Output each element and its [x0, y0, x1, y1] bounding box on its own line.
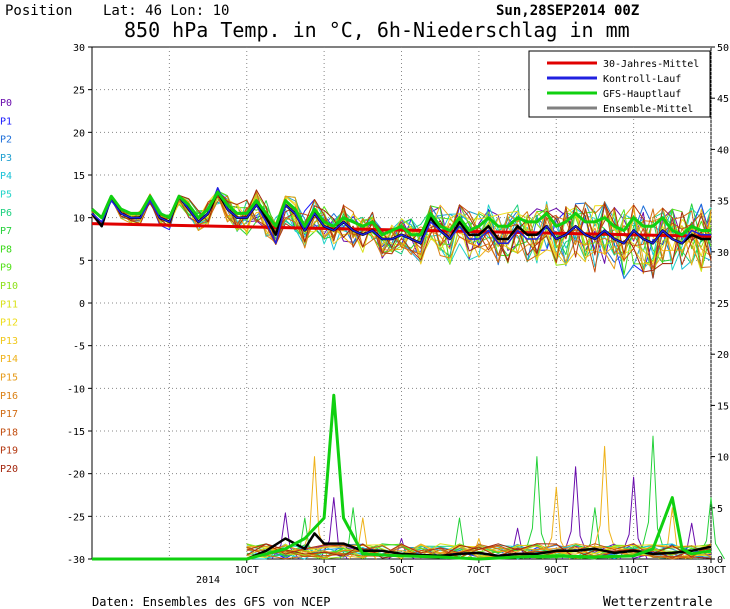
member-label: P9	[0, 263, 12, 274]
y-tick-label-right: 35	[717, 197, 729, 208]
y-tick-label-left: -20	[67, 470, 85, 481]
y-tick-label-right: 40	[717, 145, 729, 156]
member-label: P1	[0, 116, 12, 127]
y-tick-label-left: -5	[73, 342, 85, 353]
legend-label: GFS-Hauptlauf	[603, 89, 681, 100]
y-tick-label-right: 30	[717, 248, 729, 259]
x-tick-label: 9OCT	[544, 565, 568, 576]
x-tick-label: 3OCT	[312, 565, 336, 576]
member-label: P16	[0, 391, 18, 402]
member-label: P20	[0, 464, 18, 475]
precip-member-spike	[638, 435, 667, 560]
x-tick-label: 13OCT	[696, 565, 726, 576]
member-label: P17	[0, 409, 18, 420]
temp-control-line	[91, 187, 711, 245]
precip-gfs-main-line	[92, 393, 712, 561]
member-label: P11	[0, 299, 18, 310]
precip-member-spike	[561, 466, 590, 560]
member-label: P12	[0, 318, 18, 329]
member-label: P2	[0, 135, 12, 146]
main-lines	[91, 187, 712, 561]
y-tick-label-left: -30	[67, 555, 85, 566]
y-tick-label-right: 50	[717, 43, 729, 54]
y-tick-label-left: 0	[79, 299, 85, 310]
y-tick-label-left: -25	[67, 512, 85, 523]
temp-gfs-main-line	[91, 190, 711, 237]
member-label: P15	[0, 373, 18, 384]
member-label: P5	[0, 190, 12, 201]
member-label: P0	[0, 98, 12, 109]
precip-member-spike	[590, 445, 619, 560]
y-tick-label-right: 5	[717, 504, 723, 515]
precip-member-line	[246, 543, 712, 559]
y-tick-label-right: 0	[717, 555, 723, 566]
chart-title: 850 hPa Temp. in °C, 6h-Niederschlag in …	[124, 18, 630, 42]
y-tick-label-right: 25	[717, 299, 729, 310]
member-label: P8	[0, 244, 12, 255]
y-tick-label-right: 20	[717, 350, 729, 361]
data-source: Daten: Ensembles des GFS von NCEP	[92, 595, 330, 609]
y-tick-label-left: 20	[73, 128, 85, 139]
y-tick-label-left: 15	[73, 171, 85, 182]
legend-label: Ensemble-Mittel	[603, 104, 693, 115]
coords-label: Lat: 46 Lon: 10	[103, 3, 229, 19]
y-tick-label-left: 10	[73, 214, 85, 225]
member-labels: P0 P1 P2 P3 P4 P5 P6 P7 P8 P9 P10 P11 P12 P13 P14 P15 P1…	[0, 98, 18, 475]
member-label: P19	[0, 446, 18, 457]
y-tick-label-right: 15	[717, 401, 729, 412]
member-label: P7	[0, 226, 12, 237]
temp-member-line	[91, 194, 712, 273]
brand: Wetterzentrale	[603, 595, 713, 609]
y-axis-left: 30 25 20 15 10 5 0 -5 -10 -15 -20 -25 -30	[67, 43, 92, 566]
member-label: P18	[0, 427, 18, 438]
y-tick-label-left: -15	[67, 427, 85, 438]
precip-member-spike	[522, 456, 551, 560]
x-tick-label: 5OCT	[389, 565, 413, 576]
member-label: P3	[0, 153, 12, 164]
x-tick-label: 1OCT	[235, 565, 259, 576]
y-tick-label-left: 5	[79, 256, 85, 267]
member-label: P13	[0, 336, 18, 347]
x-year-label: 2014	[196, 575, 220, 586]
y-tick-label-right: 10	[717, 453, 729, 464]
y-tick-label-right: 45	[717, 94, 729, 105]
x-tick-label: 7OCT	[467, 565, 491, 576]
x-tick-label: 11OCT	[619, 565, 649, 576]
temp-member-line	[91, 190, 712, 270]
y-tick-label-left: 30	[73, 43, 85, 54]
member-label: P6	[0, 208, 12, 219]
run-label: Sun,28SEP2014 00Z	[496, 3, 639, 19]
member-label: P10	[0, 281, 18, 292]
legend: 30-Jahres-Mittel Kontroll-Lauf GFS-Hauptla…	[528, 50, 711, 118]
y-tick-label-left: -10	[67, 384, 85, 395]
legend-label: Kontroll-Lauf	[603, 74, 681, 85]
legend-label: 30-Jahres-Mittel	[603, 59, 699, 70]
grid	[92, 47, 712, 559]
position-label: Position	[5, 3, 72, 19]
y-tick-label-left: 25	[73, 86, 85, 97]
member-label: P4	[0, 171, 12, 182]
member-label: P14	[0, 354, 18, 365]
ensemble-members-precip	[246, 435, 725, 560]
x-axis: 1OCT 3OCT 5OCT 7OCT 9OCT 11OCT 13OCT	[235, 559, 726, 576]
